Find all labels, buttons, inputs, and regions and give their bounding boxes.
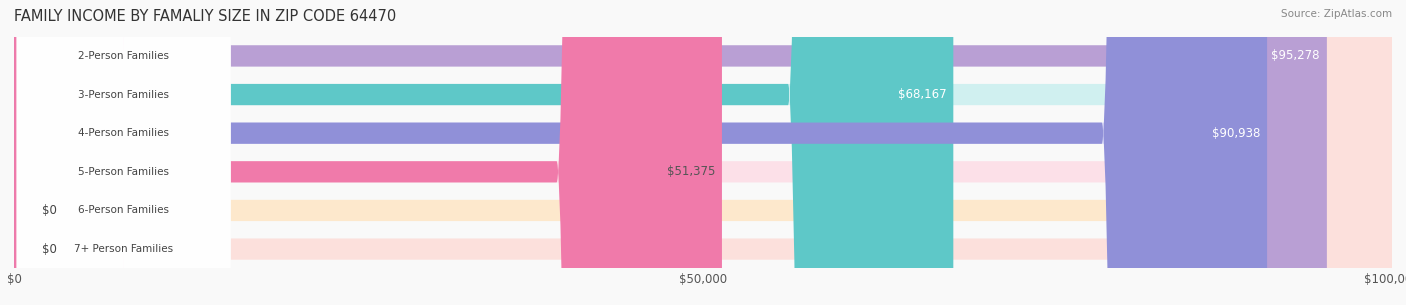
Text: $90,938: $90,938 — [1212, 127, 1260, 140]
Text: Source: ZipAtlas.com: Source: ZipAtlas.com — [1281, 9, 1392, 19]
FancyBboxPatch shape — [17, 0, 231, 305]
Text: 7+ Person Families: 7+ Person Families — [75, 244, 173, 254]
Text: $51,375: $51,375 — [666, 165, 716, 178]
FancyBboxPatch shape — [14, 0, 1392, 305]
FancyBboxPatch shape — [14, 0, 1327, 305]
FancyBboxPatch shape — [17, 0, 231, 305]
Text: $0: $0 — [42, 204, 56, 217]
Text: FAMILY INCOME BY FAMALIY SIZE IN ZIP CODE 64470: FAMILY INCOME BY FAMALIY SIZE IN ZIP COD… — [14, 9, 396, 24]
Text: $68,167: $68,167 — [898, 88, 946, 101]
Text: 5-Person Families: 5-Person Families — [79, 167, 169, 177]
FancyBboxPatch shape — [14, 0, 1392, 305]
FancyBboxPatch shape — [14, 0, 721, 305]
Text: 3-Person Families: 3-Person Families — [79, 90, 169, 99]
Text: $0: $0 — [42, 242, 56, 256]
FancyBboxPatch shape — [17, 0, 231, 305]
FancyBboxPatch shape — [14, 0, 1392, 305]
FancyBboxPatch shape — [14, 0, 1267, 305]
FancyBboxPatch shape — [17, 0, 231, 305]
Text: $95,278: $95,278 — [1271, 49, 1320, 63]
FancyBboxPatch shape — [14, 0, 1392, 305]
FancyBboxPatch shape — [14, 0, 1392, 305]
FancyBboxPatch shape — [17, 0, 231, 305]
Text: 4-Person Families: 4-Person Families — [79, 128, 169, 138]
FancyBboxPatch shape — [17, 0, 231, 305]
Text: 2-Person Families: 2-Person Families — [79, 51, 169, 61]
FancyBboxPatch shape — [14, 0, 953, 305]
FancyBboxPatch shape — [14, 0, 1392, 305]
Text: 6-Person Families: 6-Person Families — [79, 206, 169, 215]
